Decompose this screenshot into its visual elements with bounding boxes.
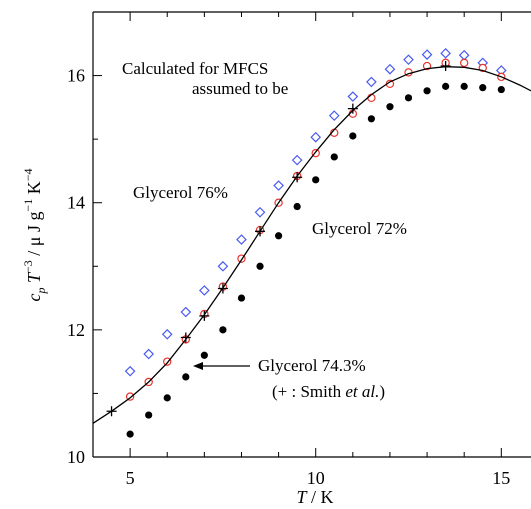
diamond-point (273, 180, 284, 191)
dot-point (163, 394, 171, 402)
dot-point (386, 103, 394, 111)
dot-point (256, 262, 264, 270)
diamond-point (366, 76, 377, 88)
diamond-point (143, 348, 155, 360)
x-axis-label: T / K (296, 487, 333, 507)
diamond-point (384, 63, 396, 75)
x-tick-label: 5 (126, 468, 135, 488)
diamond-point (291, 154, 303, 166)
diamond-point (458, 49, 470, 61)
annotation: assumed to be (192, 79, 288, 98)
x-tick-label: 10 (307, 468, 325, 488)
label-part: c (24, 294, 44, 302)
y-tick-label: 16 (67, 66, 85, 86)
label-part: K (24, 181, 44, 199)
label-part: T (296, 487, 308, 507)
dot-point (200, 351, 208, 359)
dot-point (293, 202, 301, 211)
dot-point (497, 85, 505, 94)
dot-point (404, 94, 413, 102)
diamond-point (124, 365, 136, 377)
annotation-part: ) (379, 382, 385, 401)
diamond-point (440, 47, 451, 59)
dot-point (274, 232, 283, 240)
circle-point (459, 58, 469, 68)
dot-point (423, 87, 431, 95)
diamond-point (217, 260, 229, 272)
plus-point (292, 172, 303, 183)
y-axis-label: cp T−3 / μ J g−1 K−4 (21, 168, 48, 301)
label-part: −4 (21, 168, 35, 181)
plus-point (199, 310, 210, 321)
plus-point (440, 61, 451, 72)
annotation: Calculated for MFCS (122, 59, 268, 78)
diamond-point (236, 234, 247, 245)
label-part: −3 (21, 260, 35, 273)
diamond-point (347, 91, 359, 102)
label-part: p (34, 288, 48, 295)
diamond-point (161, 328, 173, 340)
diamond-point (421, 49, 433, 60)
y-tick-label: 14 (67, 193, 85, 213)
dot-point (237, 294, 246, 302)
diamond-point (328, 110, 340, 121)
label-part: −1 (21, 199, 35, 212)
arrow-head (193, 362, 203, 370)
annotation: Glycerol 74.3% (258, 356, 366, 375)
annotation: Glycerol 72% (312, 219, 407, 238)
annotation: Glycerol 76% (133, 183, 228, 202)
dot-point (460, 82, 468, 90)
label-part: T (24, 271, 44, 288)
annotation-part: (+ : Smith (272, 382, 345, 401)
diamond-point (199, 285, 210, 296)
dot-point (145, 411, 153, 419)
y-tick-label: 10 (67, 447, 85, 467)
fit-curve (92, 66, 531, 424)
dot-point (182, 373, 190, 381)
x-tick-label: 15 (492, 468, 510, 488)
annotation: (+ : Smith et al.) (272, 382, 385, 401)
label-part: / μ J g (24, 212, 44, 261)
diamond-point (403, 54, 414, 66)
y-tick-label: 12 (67, 320, 85, 340)
dot-point (312, 176, 320, 184)
dot-point (219, 326, 227, 334)
label-part: / K (307, 487, 334, 507)
dot-point (367, 115, 375, 123)
annotation-part: et al. (345, 382, 379, 401)
dot-point (126, 430, 134, 438)
plus-point (347, 103, 358, 114)
dot-point (330, 153, 338, 161)
diamond-point (180, 306, 192, 318)
diamond-point (254, 206, 266, 218)
dot-point (349, 132, 357, 140)
dot-point (479, 84, 487, 92)
dot-point (442, 82, 450, 90)
diamond-point (310, 131, 322, 143)
plus-point (180, 332, 191, 343)
